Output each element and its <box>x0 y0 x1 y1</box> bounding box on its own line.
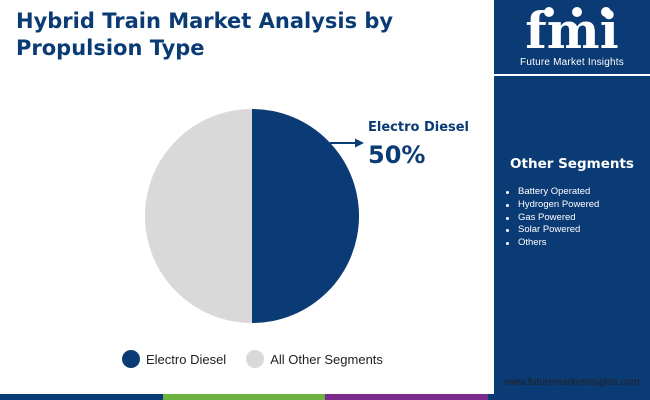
segment-item: Battery Operated <box>494 186 599 199</box>
chart-legend: Electro Diesel All Other Segments <box>122 349 403 369</box>
brand-name: Future Market Insights <box>520 57 624 68</box>
logo-icon-dot <box>572 7 582 17</box>
brand-logo: fmi Future Market Insights <box>494 0 650 74</box>
segment-item: Gas Powered <box>494 212 599 225</box>
legend-swatch-other-segments <box>246 350 265 368</box>
sidebar: fmi Future Market Insights Other Segment… <box>494 0 650 394</box>
callout-arrow <box>330 138 364 148</box>
bottom-color-bar <box>0 394 650 400</box>
legend-swatch-electro-diesel <box>122 350 140 368</box>
legend-label-other-segments: All Other Segments <box>270 351 383 367</box>
legend-label-electro-diesel: Electro Diesel <box>146 351 227 367</box>
logo-icon-dot <box>544 7 554 17</box>
segment-item: Others <box>494 237 599 250</box>
logo-icon-dot <box>601 7 611 17</box>
bottom-bar-segment <box>325 394 488 400</box>
logo-divider <box>494 74 650 76</box>
fmi-logo-icon: fmi <box>525 1 618 60</box>
callout-label: Electro Diesel <box>368 120 470 135</box>
callout-value: 50% <box>368 141 426 169</box>
bottom-bar-segment <box>0 394 163 400</box>
pie-chart <box>145 109 364 323</box>
pie-slice-all-other-segments <box>145 109 252 323</box>
segment-item: Hydrogen Powered <box>494 199 599 212</box>
legend-item-other-segments: All Other Segments <box>246 350 383 368</box>
pie-slice-electro-diesel <box>252 109 359 323</box>
bottom-bar-segment <box>487 394 650 400</box>
website-url: www.futuremarketinsights.com <box>504 377 640 388</box>
other-segments-heading: Other Segments <box>510 156 634 172</box>
legend-item-electro-diesel: Electro Diesel <box>122 350 226 368</box>
other-segments-list: Battery Operated Hydrogen Powered Gas Po… <box>494 186 599 250</box>
chart-title: Hybrid Train Market Analysis by Propulsi… <box>16 9 394 60</box>
segment-item: Solar Powered <box>494 224 599 237</box>
bottom-bar-segment <box>162 394 325 400</box>
